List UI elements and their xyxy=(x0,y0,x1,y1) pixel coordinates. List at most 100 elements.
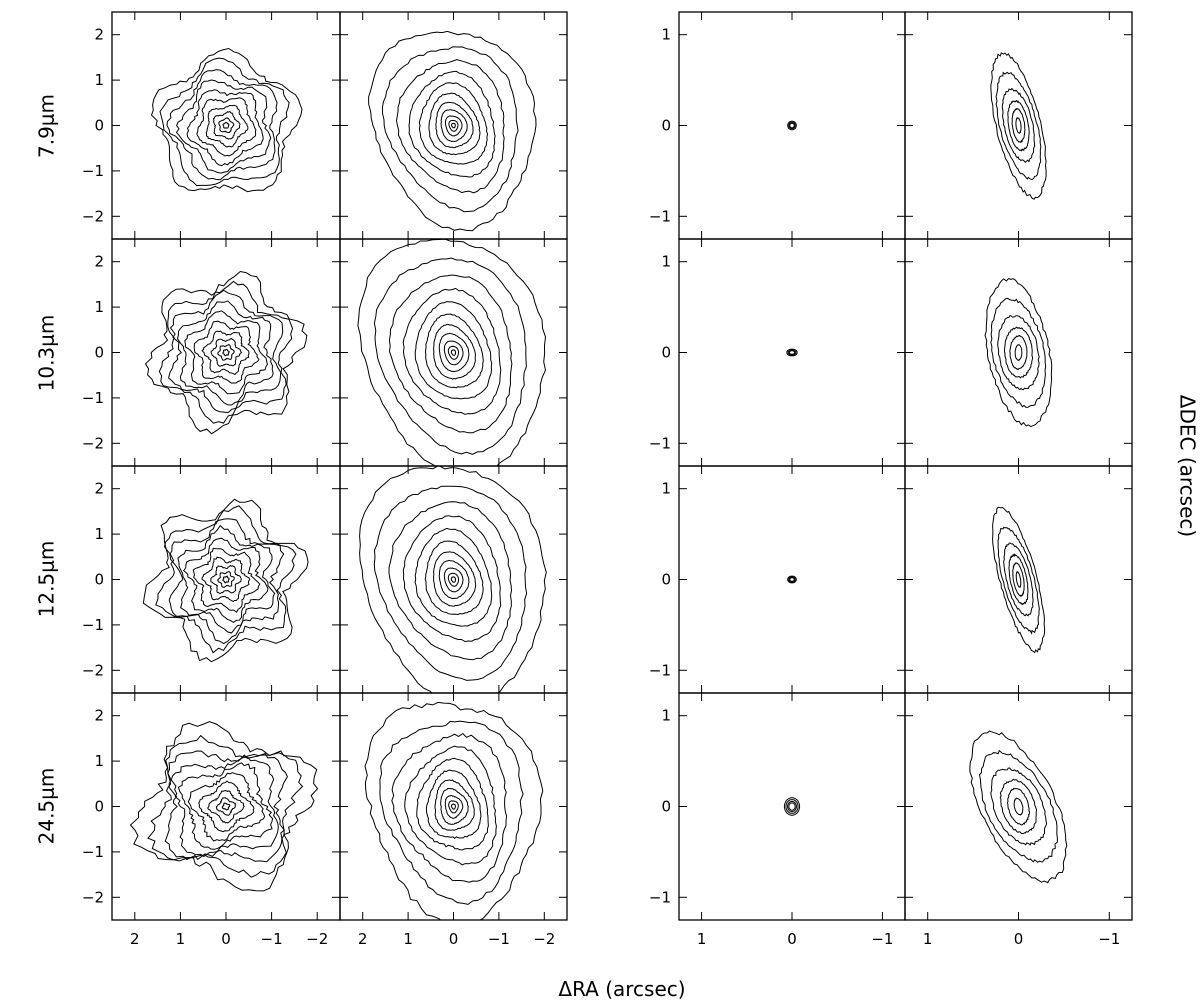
contour-level-9 xyxy=(373,485,528,681)
y-tick-label: 1 xyxy=(661,253,671,271)
contour-level-2 xyxy=(444,795,464,819)
contour-level-2 xyxy=(210,564,242,595)
contour-group xyxy=(142,498,309,663)
contour-level-2 xyxy=(443,567,464,593)
y-tick-label: −1 xyxy=(649,661,671,679)
contour-level-1 xyxy=(1012,562,1025,598)
contour-level-9 xyxy=(381,46,519,213)
y-tick-label: −1 xyxy=(82,162,104,180)
y-tick-label: −1 xyxy=(649,207,671,225)
contour-level-7 xyxy=(408,70,496,178)
contour-level-3 xyxy=(1003,542,1034,617)
y-tick-label: −2 xyxy=(82,434,104,452)
contour-level-6 xyxy=(177,524,276,634)
contour-level-6 xyxy=(418,82,489,165)
panel-frame xyxy=(111,238,341,467)
contour-level-1 xyxy=(448,800,459,814)
contour-level-0 xyxy=(789,577,795,582)
panel-r3-c1: 2 1 0 −1 −2 xyxy=(339,692,568,948)
y-tick-label: 1 xyxy=(661,480,671,498)
contour-level-3 xyxy=(783,797,801,816)
panel-r3-c2: 1 0 −1 1 0 −1 xyxy=(649,692,906,948)
panel-frame xyxy=(904,238,1133,467)
y-tick-label: 1 xyxy=(94,525,104,543)
y-tick-label: 2 xyxy=(94,253,104,271)
panel-r1-c2: 1 0 −1 xyxy=(649,238,906,467)
contour-level-7 xyxy=(168,518,285,645)
contour-group xyxy=(150,47,303,193)
contour-level-1 xyxy=(448,119,459,132)
x-tick-label: −2 xyxy=(306,930,328,948)
contour-level-1 xyxy=(1011,107,1026,143)
contour-level-6 xyxy=(175,79,272,174)
contour-level-7 xyxy=(402,287,502,415)
contour-level-3 xyxy=(205,104,249,148)
panel-r0-c2: 1 0 −1 xyxy=(649,11,906,240)
y-tick-label: −2 xyxy=(82,207,104,225)
contour-level-10 xyxy=(368,30,537,232)
contour-group xyxy=(144,270,308,435)
contour-level-0 xyxy=(222,575,230,584)
contour-level-6 xyxy=(416,757,489,851)
contour-level-8 xyxy=(159,57,290,187)
panel-frame xyxy=(904,465,1133,694)
contour-level-3 xyxy=(1001,88,1036,164)
panel-frame xyxy=(111,465,341,694)
y-tick-label: 0 xyxy=(94,117,104,135)
contour-level-2 xyxy=(787,575,797,584)
contour-level-1 xyxy=(788,121,796,130)
contour-level-4 xyxy=(995,71,1042,180)
contour-level-1 xyxy=(216,570,235,589)
contour-level-2 xyxy=(212,111,241,140)
contour-level-6 xyxy=(176,300,274,406)
contour-group xyxy=(783,797,801,816)
panel-r1-c1 xyxy=(339,238,568,467)
contour-level-9 xyxy=(144,270,308,435)
contour-level-8 xyxy=(388,501,513,661)
contour-level-9 xyxy=(142,498,309,663)
contour-level-5 xyxy=(990,52,1047,200)
y-tick-label: 1 xyxy=(661,707,671,725)
y-tick-label: 0 xyxy=(94,571,104,589)
contour-level-2 xyxy=(207,790,245,824)
contour-level-3 xyxy=(438,559,470,600)
contour-level-5 xyxy=(425,769,482,839)
contour-level-5 xyxy=(969,730,1068,884)
contour-level-7 xyxy=(164,750,288,863)
contour-group xyxy=(969,730,1068,884)
x-tick-label: −1 xyxy=(871,930,893,948)
x-tick-label: 0 xyxy=(221,930,231,948)
contour-level-1 xyxy=(217,344,235,361)
contour-level-4 xyxy=(978,749,1058,863)
x-tick-label: 2 xyxy=(358,930,368,948)
contour-level-0 xyxy=(1014,344,1023,362)
contour-level-0 xyxy=(222,348,230,357)
y-tick-label: −1 xyxy=(649,434,671,452)
contour-group xyxy=(364,701,544,920)
contour-level-4 xyxy=(187,772,266,842)
panel-frame xyxy=(678,692,906,921)
y-tick-label: 2 xyxy=(94,26,104,44)
contour-level-4 xyxy=(193,320,260,384)
contour-level-1 xyxy=(447,572,460,587)
contour-level-7 xyxy=(402,515,502,643)
panel-frame xyxy=(339,11,568,240)
contour-level-3 xyxy=(201,330,250,376)
y-tick-label: 0 xyxy=(94,798,104,816)
contour-level-9 xyxy=(150,47,303,193)
x-tick-label: 0 xyxy=(449,930,459,948)
contour-group xyxy=(984,278,1053,428)
y-tick-label: 1 xyxy=(94,71,104,89)
contour-group xyxy=(990,52,1047,200)
contour-level-3 xyxy=(201,556,251,603)
y-tick-label: 2 xyxy=(94,707,104,725)
panel-r3-c0: 2 1 0 −1 −2 2 1 0 −1 −2 xyxy=(82,692,341,948)
contour-level-3 xyxy=(990,767,1048,846)
contour-level-3 xyxy=(440,787,469,826)
contour-level-2 xyxy=(210,337,243,367)
contour-level-10 xyxy=(359,466,547,693)
contour-level-9 xyxy=(373,257,527,455)
y-tick-label: −1 xyxy=(649,888,671,906)
contour-level-7 xyxy=(166,69,278,181)
y-tick-label: −2 xyxy=(82,661,104,679)
